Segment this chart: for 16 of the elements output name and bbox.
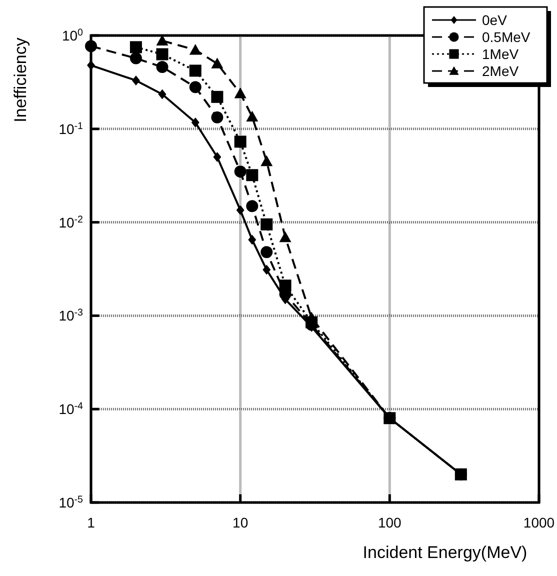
y-tick-label: 10$^{-5}$ [58,494,84,510]
y-tick-label: 10$^{-1}$ [58,120,83,137]
y-tick-label: 10$^{-4}$ [58,400,84,418]
legend-label: 0.5MeV [482,29,531,45]
x-axis-title: Incident Energy(MeV) [362,543,528,562]
x-tick-label: 1 [87,514,96,530]
y-tick-label: 10$^{-2}$ [58,214,83,230]
y-axis-title: Inefficiency [11,37,30,122]
legend-label: 0eV [482,12,508,28]
y-tick-label: 10$^{0}$ [62,27,84,44]
x-tick-label: 100 [378,514,402,530]
y-tick-label: 10$^{-3}$ [58,307,84,324]
legend-label: 1MeV [482,46,520,62]
x-tick-label: 1000 [523,514,555,530]
legend-label: 2MeV [482,63,520,79]
x-tick-label: 10 [232,514,248,530]
